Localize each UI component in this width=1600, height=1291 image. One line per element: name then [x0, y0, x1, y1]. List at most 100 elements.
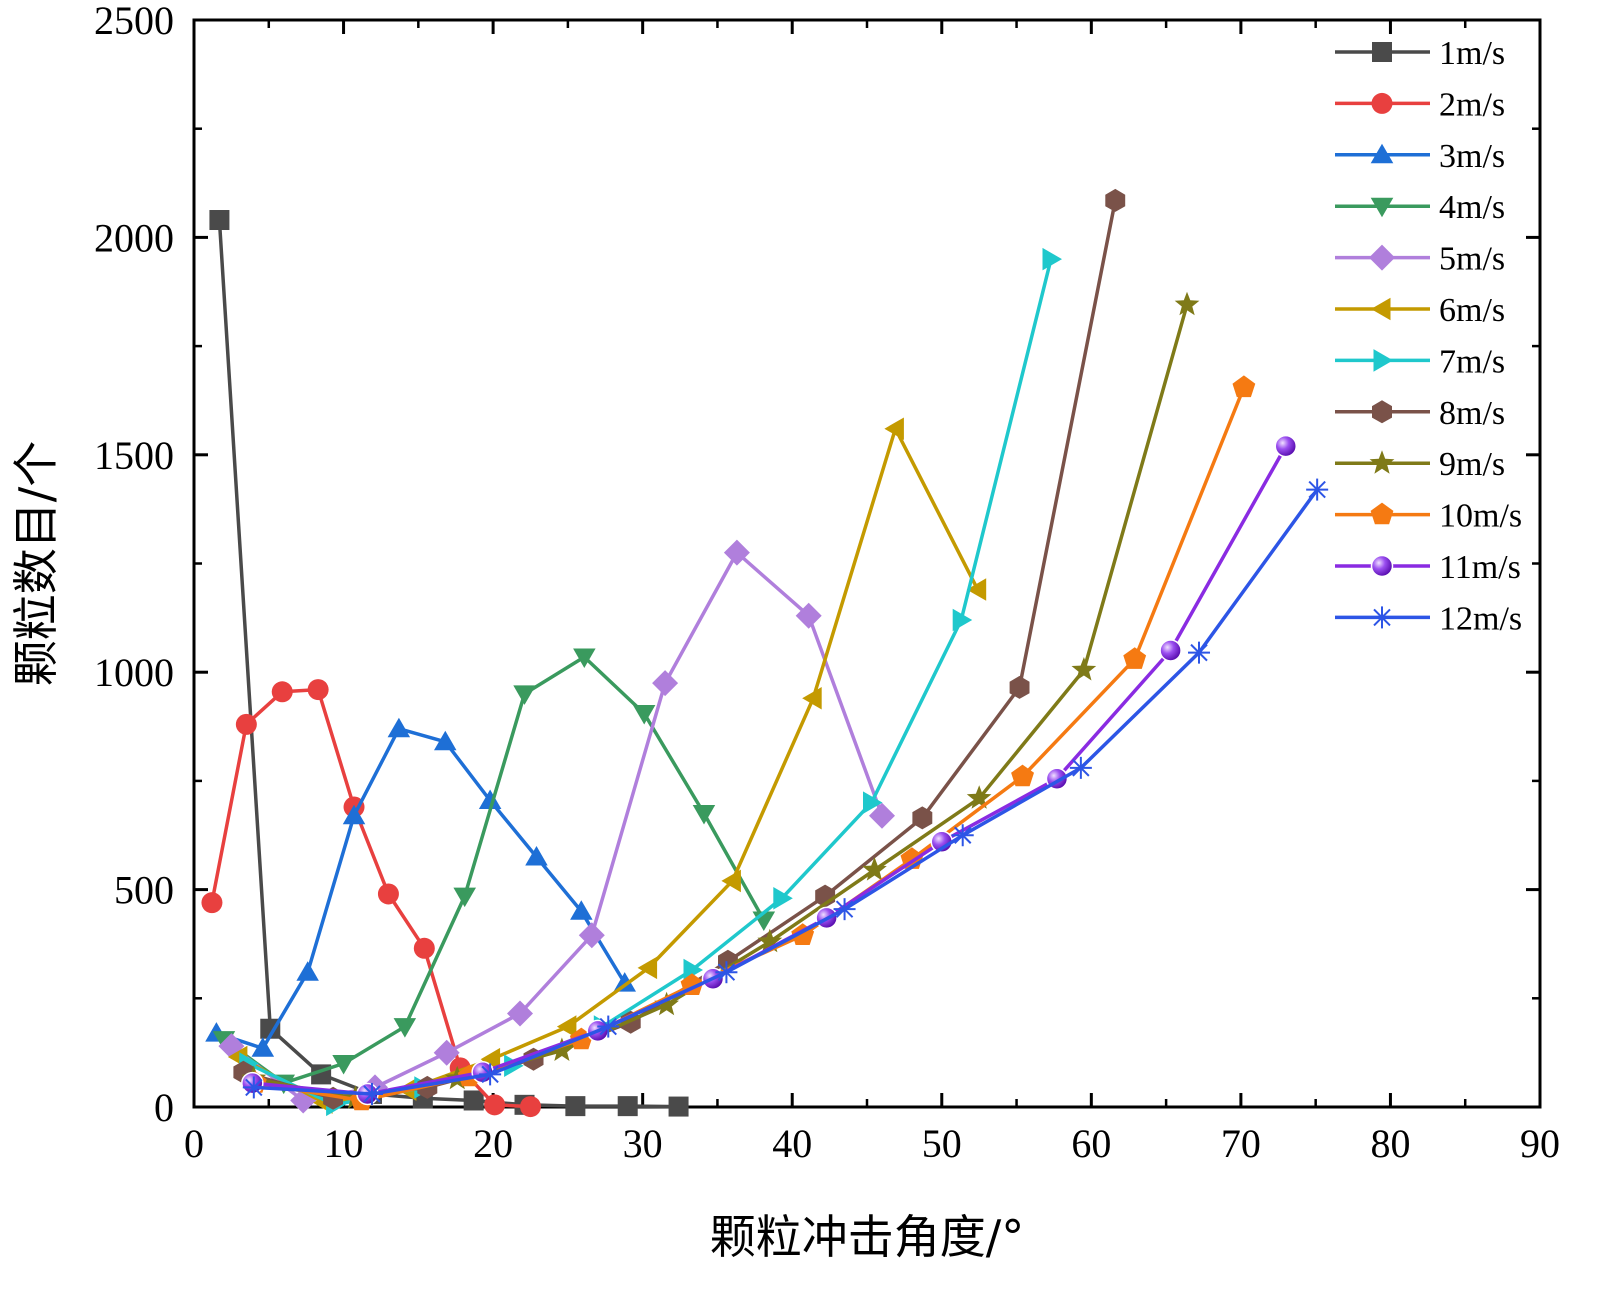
- data-point-1m-s: [668, 1096, 689, 1117]
- data-point-4m-s: [393, 1018, 417, 1038]
- data-point-9m-s: [757, 928, 783, 953]
- data-point-4m-s: [692, 805, 716, 825]
- data-point-2m-s: [271, 681, 293, 703]
- data-point-3m-s: [613, 972, 636, 992]
- data-point-4m-s: [632, 705, 656, 725]
- asterisk-stroke: [1308, 480, 1326, 499]
- data-point-12m-s: [597, 1015, 620, 1038]
- data-point-2m-s: [377, 883, 399, 905]
- y-tick-label: 2500: [94, 0, 174, 43]
- series-1m-s: [209, 210, 689, 1117]
- legend-marker: [1370, 554, 1394, 578]
- data-point-6m-s: [966, 578, 987, 601]
- x-tick-label: 70: [1221, 1121, 1261, 1166]
- asterisk-stroke: [599, 1017, 617, 1036]
- legend-label: 6m/s: [1439, 292, 1505, 329]
- data-point-10m-s: [1123, 647, 1147, 669]
- legend-item-12m-s: 12m/s: [1335, 600, 1522, 637]
- series-11m-s: [241, 434, 1298, 1106]
- data-point-12m-s: [479, 1063, 502, 1086]
- legend-marker: [1373, 349, 1393, 372]
- legend-marker: [1370, 143, 1394, 164]
- data-point-5m-s: [723, 539, 750, 566]
- data-point-11m-s: [1159, 639, 1182, 662]
- plot-frame: [192, 18, 1542, 1109]
- data-point-2m-s: [235, 713, 257, 735]
- asterisk-stroke: [1190, 643, 1208, 662]
- data-point-4m-s: [513, 685, 536, 705]
- data-point-2m-s: [413, 937, 435, 959]
- legend-marker: [1370, 197, 1394, 218]
- asterisk-stroke: [954, 826, 972, 844]
- data-point-3m-s: [251, 1037, 275, 1057]
- series-line-5m-s: [230, 550, 884, 1103]
- series-line-4m-s: [222, 655, 766, 1085]
- legend-label: 12m/s: [1439, 600, 1522, 637]
- asterisk-stroke: [363, 1085, 381, 1103]
- data-point-12m-s: [242, 1076, 265, 1099]
- y-tick-label: 1000: [94, 650, 174, 695]
- data-point-12m-s: [951, 824, 974, 847]
- data-point-1m-s: [617, 1096, 638, 1117]
- asterisk-stroke: [1072, 759, 1090, 777]
- legend-label: 8m/s: [1439, 395, 1505, 432]
- data-point-9m-s: [1174, 291, 1200, 316]
- asterisk-stroke: [1373, 608, 1391, 627]
- x-tick-label: 60: [1071, 1121, 1111, 1166]
- data-point-7m-s: [863, 791, 883, 814]
- legend-item-4m-s: 4m/s: [1335, 189, 1505, 226]
- legend-label: 4m/s: [1439, 189, 1505, 226]
- data-point-5m-s: [433, 1039, 460, 1066]
- data-point-5m-s: [507, 1000, 533, 1027]
- legend-label: 9m/s: [1439, 446, 1505, 483]
- x-tick-label: 40: [772, 1121, 812, 1166]
- data-point-5m-s: [578, 922, 605, 949]
- data-point-3m-s: [387, 717, 411, 738]
- data-point-2m-s: [201, 892, 223, 914]
- data-point-4m-s: [332, 1055, 355, 1075]
- series-line-3m-s: [215, 726, 627, 1051]
- data-point-7m-s: [773, 887, 793, 910]
- legend-label: 7m/s: [1439, 343, 1505, 380]
- data-point-6m-s: [721, 869, 741, 893]
- x-tick-label: 10: [324, 1121, 364, 1166]
- x-tick-label: 80: [1370, 1121, 1410, 1166]
- legend-marker: [1369, 450, 1395, 474]
- data-point-5m-s: [652, 670, 679, 697]
- legend-marker: [1371, 92, 1393, 114]
- x-tick-label: 50: [922, 1121, 962, 1166]
- data-point-8m-s: [1105, 188, 1126, 212]
- series-line-8m-s: [242, 200, 1118, 1101]
- series-line-2m-s: [210, 687, 531, 1109]
- data-point-12m-s: [833, 898, 856, 921]
- data-point-12m-s: [360, 1082, 383, 1105]
- data-point-2m-s: [484, 1094, 506, 1116]
- data-point-1m-s: [565, 1096, 586, 1117]
- data-point-7m-s: [952, 608, 973, 632]
- data-point-6m-s: [556, 1015, 577, 1038]
- data-point-3m-s: [525, 846, 548, 866]
- series-line-11m-s: [252, 445, 1288, 1096]
- axes: 0 10 20 30 40 50 60 70 80 90 0 500 1000 1500 2000 2500: [94, 0, 1560, 1166]
- x-axis-title: 颗粒冲击角度/°: [710, 1210, 1025, 1264]
- asterisk-stroke: [835, 900, 854, 918]
- data-point-5m-s: [869, 802, 895, 829]
- series-line-7m-s: [247, 258, 1053, 1107]
- legend-marker: [1372, 400, 1392, 424]
- legend-item-7m-s: 7m/s: [1335, 343, 1505, 380]
- asterisk-stroke: [481, 1065, 499, 1084]
- y-tick-label: 500: [114, 868, 174, 913]
- legend-label: 1m/s: [1439, 35, 1505, 72]
- data-point-6m-s: [802, 687, 822, 710]
- series-7m-s: [239, 247, 1062, 1117]
- series-8m-s: [233, 188, 1126, 1110]
- legend: 1m/s 2m/s 3m/s 4m/s 5m/s 6m/s 7m/s 8m/s 9m/s 10m/…: [1335, 35, 1522, 637]
- data-point-2m-s: [307, 679, 329, 701]
- data-point-8m-s: [1009, 675, 1030, 699]
- data-point-3m-s: [478, 789, 502, 809]
- series-5m-s: [218, 539, 895, 1114]
- x-tick-label: 30: [623, 1121, 663, 1166]
- data-point-8m-s: [912, 806, 933, 830]
- data-point-1m-s: [463, 1090, 484, 1111]
- data-point-6m-s: [480, 1047, 501, 1071]
